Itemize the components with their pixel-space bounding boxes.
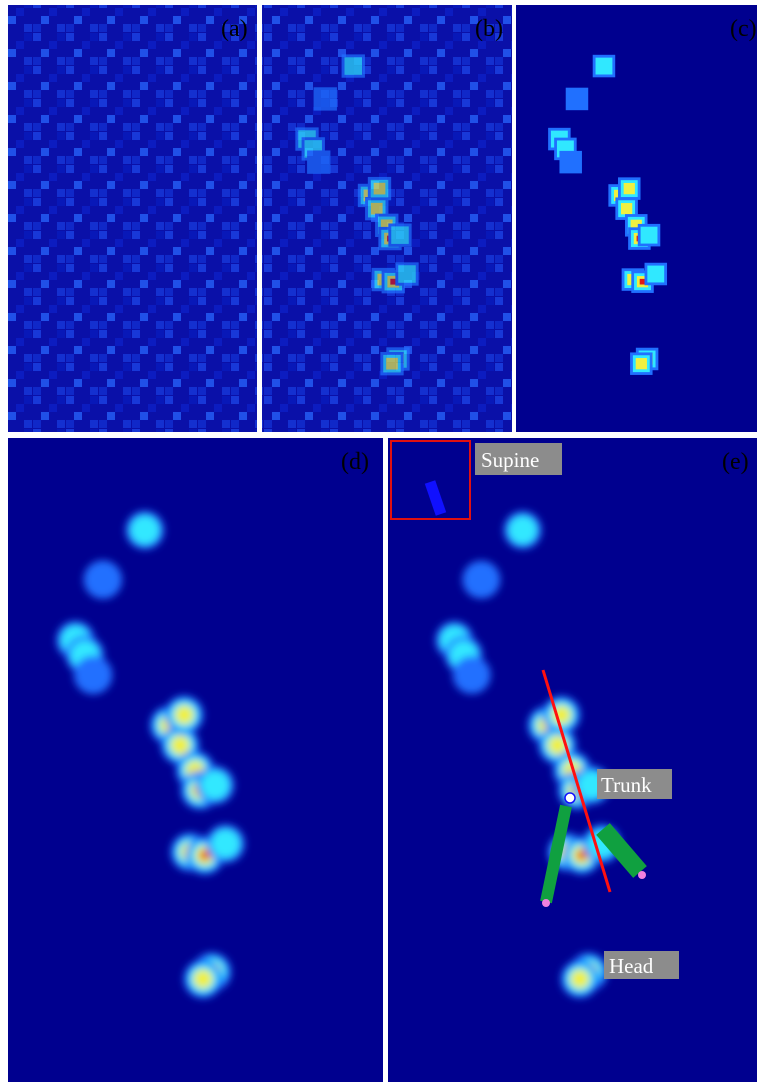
trunk-center	[564, 792, 576, 804]
joint	[638, 871, 646, 879]
heat-spot	[559, 150, 582, 174]
heat-spot	[307, 150, 331, 174]
heat-spot	[398, 265, 416, 283]
heat-spot	[452, 656, 491, 694]
joint	[542, 899, 550, 907]
heat-layer	[295, 54, 419, 376]
heat-spot	[391, 226, 409, 244]
heat-layer	[56, 510, 245, 999]
head-label: Head	[609, 954, 654, 978]
heat-spot	[370, 202, 383, 215]
heat-spot	[373, 182, 386, 195]
label-box	[597, 769, 672, 799]
panel-label: (e)	[722, 449, 749, 475]
panel-label: (d)	[341, 449, 369, 475]
heat-spot	[313, 87, 337, 111]
heat-spot	[508, 515, 537, 545]
trunk-axis	[541, 669, 612, 893]
heat-spot	[576, 850, 587, 861]
heat-spot	[547, 735, 567, 755]
heat-spot	[620, 203, 633, 215]
posture-label: Supine	[481, 448, 539, 472]
heat-spot	[193, 969, 213, 989]
heat-spot	[380, 219, 393, 232]
heat-spot	[623, 182, 635, 195]
heat-spot	[595, 57, 613, 75]
heat-spot	[200, 770, 230, 800]
panel-a	[8, 5, 257, 432]
label-box	[475, 443, 562, 475]
panel-label: (a)	[221, 16, 248, 42]
heat-spot	[565, 87, 589, 111]
limb	[540, 804, 572, 904]
heat-spot	[635, 358, 647, 370]
heat-spot	[174, 705, 194, 725]
heat-spot	[130, 515, 160, 545]
heat-spot	[200, 850, 210, 861]
trunk-label: Trunk	[601, 773, 652, 797]
heat-spot	[570, 969, 590, 989]
heat-spot	[390, 278, 397, 285]
label-box	[604, 951, 679, 979]
heat-spot	[639, 278, 646, 285]
overlay	[390, 440, 679, 979]
heat-spot	[73, 655, 113, 695]
heat-spot	[211, 829, 240, 859]
heat-spot	[640, 226, 658, 244]
posture-icon	[424, 480, 447, 516]
heat-spot	[647, 265, 665, 283]
heat-spot	[83, 560, 123, 599]
limb	[596, 823, 647, 878]
panel-label: (c)	[730, 16, 757, 42]
heat-layer	[548, 54, 668, 375]
heat-spot	[386, 357, 398, 370]
heat-spot	[344, 57, 362, 75]
panel-label: (b)	[475, 16, 503, 42]
heat-spot	[462, 560, 501, 599]
posture-box	[390, 440, 471, 520]
heat-spot	[630, 219, 642, 231]
heat-spot	[170, 735, 190, 755]
